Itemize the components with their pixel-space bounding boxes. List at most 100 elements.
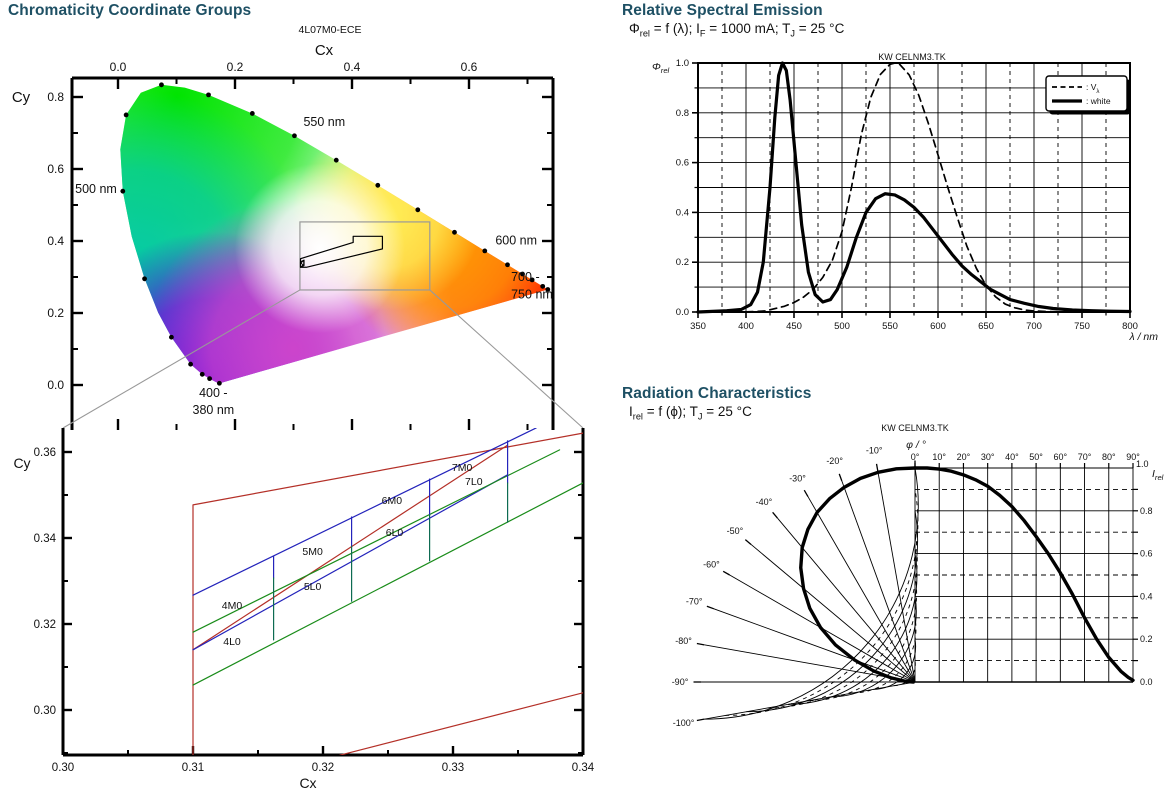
svg-text:0.6: 0.6 [676,158,689,169]
spectrum-tick-labels: 350 400 450 500 550 600 650 700 750 800 0.0 0.2 0.4 0… [676,58,1138,332]
svg-text:40°: 40° [1005,452,1019,462]
spectrum-curve-vlambda [697,62,1131,313]
svg-text:0.0: 0.0 [676,307,689,318]
svg-text:0.4: 0.4 [344,60,361,74]
cie-ticks [72,78,553,430]
svg-text:0.2: 0.2 [227,60,244,74]
svg-text:450: 450 [786,321,802,332]
svg-text:-40°: -40° [756,497,773,507]
svg-text:-100°: -100° [673,718,695,728]
groups-ylabel: Cy [13,455,30,471]
svg-text:0.2: 0.2 [1140,634,1153,644]
svg-text:-50°: -50° [727,526,744,536]
cie-frame [70,76,555,430]
svg-text:0.32: 0.32 [34,619,56,631]
groups-ticks [61,450,585,755]
svg-text:70°: 70° [1078,452,1092,462]
cie-hatch-polygon [299,259,305,268]
svg-text:4L0: 4L0 [223,636,241,648]
svg-text:0.8: 0.8 [47,90,64,104]
cie-chart: 0.0 0.2 0.4 0.6 0.0 0.2 0.4 0.6 0.8 4L07M0-ECE Cx C… [12,24,584,430]
svg-text:1.0: 1.0 [1136,459,1149,469]
svg-text:7M0: 7M0 [452,462,473,474]
svg-text:0.6: 0.6 [47,162,64,176]
svg-text:-30°: -30° [789,473,806,483]
svg-text:Cx: Cx [299,775,316,791]
svg-text:0.0: 0.0 [47,378,64,392]
spectrum-xlabel: λ / nm [1128,331,1158,343]
svg-text:0.34: 0.34 [34,533,57,545]
svg-text:-10°: -10° [866,446,883,456]
svg-text:0.30: 0.30 [52,762,74,774]
svg-text:-90°: -90° [672,677,689,687]
svg-text:0.2: 0.2 [47,306,64,320]
svg-text:700: 700 [1026,321,1042,332]
svg-text:700 -: 700 - [511,270,540,284]
svg-text:Cy: Cy [13,455,30,471]
svg-text:λ / nm: λ / nm [1128,331,1158,343]
svg-text:φ / °: φ / ° [906,439,926,451]
cie-tick-labels: 0.0 0.2 0.4 0.6 0.0 0.2 0.4 0.6 0.8 [47,60,477,392]
svg-text:30°: 30° [981,452,995,462]
cie-xlabel: Cx [315,42,334,59]
groups-xlabel: Cx [299,775,316,791]
svg-text:Irel: Irel [1152,468,1164,482]
svg-text:400: 400 [738,321,754,332]
spectrum-legend: : Vλ: white [1045,75,1131,115]
radiation-watermark: KW CELNM3.TK [881,423,949,433]
svg-text:550: 550 [882,321,898,332]
spectral-formula: Φrel = f (λ); IF = 1000 mA; TJ = 25 °C [629,21,845,39]
svg-text:Cy: Cy [12,89,31,106]
spectral-section-title: Relative Spectral Emission [622,2,823,19]
chromaticity-section-title: Chromaticity Coordinate Groups [8,2,252,19]
svg-text:4L07M0-ECE: 4L07M0-ECE [298,24,361,36]
svg-text:KW CELNM3.TK: KW CELNM3.TK [881,423,949,433]
cie-chart-label: 4L07M0-ECE [298,24,361,36]
svg-text:50°: 50° [1029,452,1043,462]
radiation-labels: φ / °0° 10° 20° 30° 40° 50° 60° 70° 80° 90° -10° -2… [672,439,1164,728]
cie-zoom-rect [299,221,431,291]
radiation-formula: Irel = f (ϕ); TJ = 25 °C [629,404,752,422]
svg-text:60°: 60° [1054,452,1068,462]
radiation-curve-polar [799,466,917,684]
svg-text:0.6: 0.6 [1140,549,1153,559]
cie-projection-lines [62,289,584,429]
svg-text:0.8: 0.8 [1140,506,1153,516]
svg-text:0.4: 0.4 [47,234,64,248]
svg-text:0.33: 0.33 [442,762,464,774]
svg-text:10°: 10° [932,452,946,462]
groups-labels: 4M0 4L0 5M0 5L0 6M0 6L0 7M0 7L0 [222,462,483,648]
svg-text:600: 600 [930,321,946,332]
svg-text:Φrel: Φrel [652,61,670,75]
svg-text:90°: 90° [1126,452,1140,462]
svg-text:550 nm: 550 nm [303,115,345,129]
svg-text:6M0: 6M0 [382,495,403,507]
svg-text:20°: 20° [957,452,971,462]
svg-text:0.4: 0.4 [676,207,689,218]
cie-locus-dots [120,82,551,386]
radiation-polar-grid [693,460,919,722]
radiation-section-title: Radiation Characteristics [622,385,812,402]
svg-text:0.6: 0.6 [461,60,478,74]
cie-color-fill [120,84,548,384]
spectrum-chart: KW CELNM3.TK 350 400 450 500 550 600 650 700 750 8… [652,52,1158,343]
svg-text:-70°: -70° [686,597,703,607]
svg-text:80°: 80° [1102,452,1116,462]
svg-text:: Vλ: : Vλ [1086,82,1099,95]
svg-text:750 nm: 750 nm [511,287,553,301]
radiation-chart: KW CELNM3.TK φ / °0° 10° 20° 30° 40° 50° 60° 70°… [672,423,1164,728]
svg-text:0.0: 0.0 [110,60,127,74]
svg-text:-60°: -60° [703,560,720,570]
svg-text:5M0: 5M0 [302,546,323,558]
svg-text:0.32: 0.32 [312,762,334,774]
svg-text:0.0: 0.0 [1140,677,1153,687]
svg-text:5L0: 5L0 [304,581,322,593]
svg-text:800: 800 [1122,321,1138,332]
spectrum-ylabel: Φrel [652,61,670,75]
cie-wavelength-labels: 550 nm 500 nm 600 nm 700 - 750 nm 400 - 380 nm [75,115,553,417]
svg-text:750: 750 [1074,321,1090,332]
svg-text:600 nm: 600 nm [495,233,537,247]
svg-text:-20°: -20° [826,456,843,466]
svg-text:: white: : white [1086,96,1111,106]
